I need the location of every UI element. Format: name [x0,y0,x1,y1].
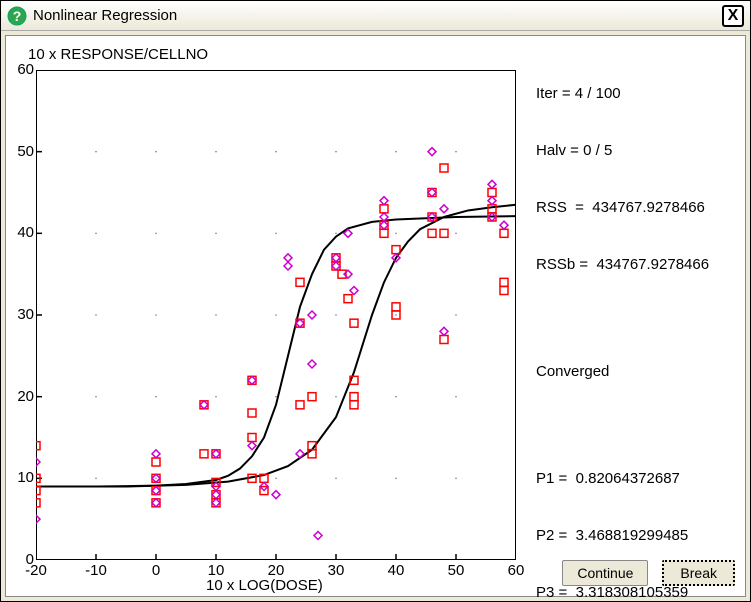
stat-rss: RSS = 434767.9278466 [536,198,709,217]
stat-p2: P2 = 3.468819299485 [536,526,709,545]
titlebar: ? Nonlinear Regression X [1,1,750,31]
fitted-curve-2 [36,205,516,487]
stat-halv: Halv = 0 / 5 [536,141,709,160]
y-tick-label: 20 [8,388,34,405]
chart-plot [36,70,516,560]
button-bar: Continue Break [562,560,735,586]
break-button[interactable]: Break [662,560,735,586]
window-title: Nonlinear Regression [33,7,722,24]
x-tick-label: 40 [381,562,411,579]
close-button[interactable]: X [722,5,744,27]
y-tick-label: 40 [8,224,34,241]
stat-status: Converged [536,362,709,381]
y-tick-label: 30 [8,306,34,323]
x-axis-label: 10 x LOG(DOSE) [206,577,323,594]
fitted-curve-1 [36,216,516,486]
x-tick-label: 0 [141,562,171,579]
series-squares [36,164,508,507]
stat-rssb: RSSb = 434767.9278466 [536,255,709,274]
stat-iter: Iter = 4 / 100 [536,84,709,103]
y-tick-label: 10 [8,469,34,486]
x-tick-label: 10 [201,562,231,579]
continue-button[interactable]: Continue [562,560,648,586]
stat-p1: P1 = 0.82064372687 [536,469,709,488]
dialog-window: ? Nonlinear Regression X 10 x RESPONSE/C… [0,0,751,602]
stats-panel: Iter = 4 / 100 Halv = 0 / 5 RSS = 434767… [536,46,709,602]
x-tick-label: 50 [441,562,471,579]
x-tick-label: -20 [21,562,51,579]
y-tick-label: 50 [8,143,34,160]
series-diamonds [36,148,508,540]
x-tick-label: 30 [321,562,351,579]
svg-text:?: ? [13,8,22,24]
x-tick-label: 20 [261,562,291,579]
help-icon: ? [7,6,27,26]
x-tick-label: -10 [81,562,111,579]
chart-title: 10 x RESPONSE/CELLNO [28,46,208,63]
content-area: 10 x RESPONSE/CELLNO 10 x LOG(DOSE) Iter… [5,35,746,597]
x-tick-label: 60 [501,562,531,579]
y-tick-label: 60 [8,61,34,78]
